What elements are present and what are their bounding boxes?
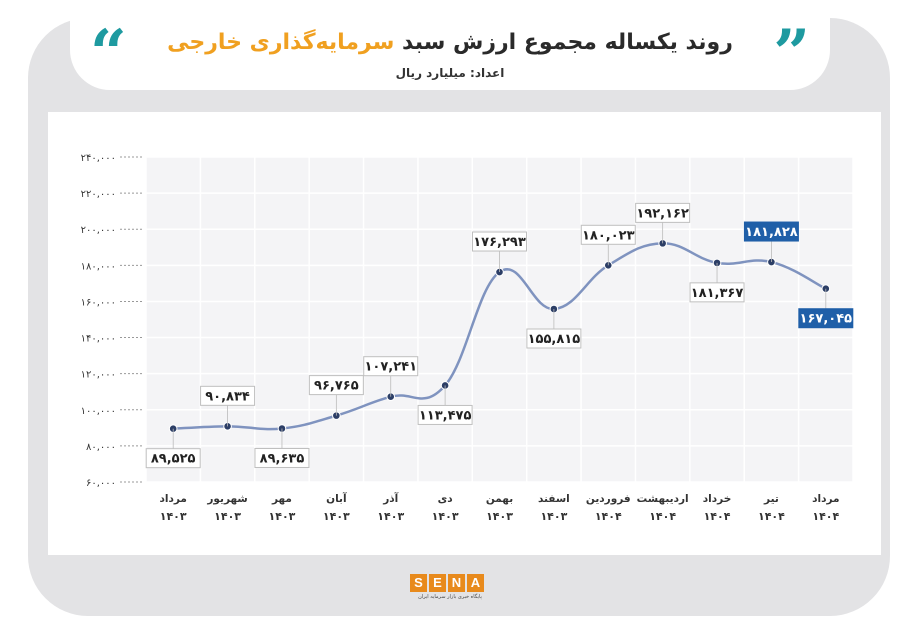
y-tick-label: ۱۸۰,۰۰۰ (81, 261, 116, 272)
x-tick-label-month: مرداد (159, 493, 186, 505)
data-label: ۹۰,۸۳۴ (205, 389, 250, 404)
page-title: روند یکساله مجموع ارزش سبد سرمایه‌گذاری … (70, 30, 830, 55)
x-tick-label-year: ۱۴۰۳ (377, 510, 404, 523)
data-label-box (798, 308, 854, 329)
x-tick-label-year: ۱۴۰۴ (704, 510, 731, 523)
x-tick-label-month: تیر (763, 493, 779, 505)
y-tick-label: ۸۰,۰۰۰ (86, 442, 116, 453)
y-tick-label: ۱۲۰,۰۰۰ (81, 370, 116, 381)
x-tick-label-year: ۱۴۰۳ (540, 510, 567, 523)
data-label: ۸۹,۵۲۵ (151, 452, 196, 467)
data-label-box (580, 224, 636, 245)
data-label: ۱۸۱,۳۶۷ (691, 286, 744, 301)
x-tick-label-year: ۱۴۰۳ (432, 510, 459, 523)
y-tick-label: ۱۴۰,۰۰۰ (81, 334, 116, 345)
x-tick-label-year: ۱۴۰۳ (486, 510, 513, 523)
logo-mark: S E N A (410, 574, 490, 592)
data-label: ۱۰۷,۲۴۱ (364, 360, 417, 375)
x-tick-label-month: دی (438, 493, 454, 505)
x-tick-label-year: ۱۴۰۳ (269, 510, 296, 523)
x-tick-label-year: ۱۴۰۴ (812, 510, 839, 523)
data-label: ۱۶۷,۰۴۵ (800, 312, 853, 327)
y-tick-label: ۶۰,۰۰۰ (86, 478, 116, 489)
data-label-box (308, 375, 364, 396)
plot-background (146, 157, 853, 482)
data-label-box (417, 404, 473, 425)
x-tick-label-year: ۱۴۰۴ (649, 510, 676, 523)
x-tick-label-month: بهمن (486, 493, 513, 505)
y-tick-label: ۱۰۰,۰۰۰ (81, 406, 116, 417)
x-tick-label-month: آبان (326, 492, 347, 505)
x-tick-label-month: فروردین (586, 493, 631, 505)
data-label-box (689, 282, 745, 303)
data-label-box (200, 385, 256, 406)
logo-letter: A (467, 574, 484, 592)
x-tick-label-year: ۱۴۰۴ (595, 510, 622, 523)
data-label: ۹۶,۷۶۵ (314, 379, 359, 394)
x-tick-label-month: مهر (271, 493, 292, 505)
data-label: ۱۸۰,۰۲۳ (582, 228, 635, 243)
logo-letter: E (429, 574, 446, 592)
x-tick-label-month: اردیبهشت (637, 493, 689, 505)
quote-right-icon: ” (773, 16, 810, 91)
data-label-box (526, 328, 582, 349)
title-main: روند یکساله مجموع ارزش سبد (402, 30, 733, 55)
x-tick-label-year: ۱۴۰۴ (758, 510, 785, 523)
data-label-box (635, 202, 691, 223)
header-card: “ ” روند یکساله مجموع ارزش سبد سرمایه‌گذ… (70, 8, 830, 90)
data-label-box (254, 447, 310, 468)
x-tick-label-year: ۱۴۰۳ (214, 510, 241, 523)
x-tick-label-month: شهریور (206, 493, 247, 505)
data-label-box (145, 448, 201, 469)
data-label: ۸۹,۶۳۵ (260, 451, 305, 466)
sena-logo: S E N A پایگاه خبری بازار سرمایه ایران (410, 574, 490, 610)
x-tick-label-year: ۱۴۰۳ (323, 510, 350, 523)
logo-tagline: پایگاه خبری بازار سرمایه ایران (418, 594, 482, 600)
data-label-box (363, 356, 419, 377)
unit-subtitle: اعداد: میلیارد ریال (395, 66, 505, 80)
line-chart: ۶۰,۰۰۰ ۸۰,۰۰۰ ۱۰۰,۰۰۰ ۱۲۰,۰۰۰ ۱۴۰,۰۰۰ ۱۶۰,۰۰۰… (81, 153, 854, 523)
logo-letter: N (448, 574, 465, 592)
data-label: ۱۹۲,۱۶۲ (636, 206, 689, 221)
chart-area: ۶۰,۰۰۰ ۸۰,۰۰۰ ۱۰۰,۰۰۰ ۱۲۰,۰۰۰ ۱۴۰,۰۰۰ ۱۶۰,۰۰۰… (48, 112, 881, 555)
data-label: ۱۱۳,۴۷۵ (419, 408, 472, 423)
y-tick-label: ۲۲۰,۰۰۰ (81, 189, 116, 200)
data-label: ۱۵۵,۸۱۵ (528, 332, 581, 347)
y-tick-label: ۲۴۰,۰۰۰ (81, 153, 116, 164)
logo-letter: S (410, 574, 427, 592)
x-tick-label-month: خرداد (703, 493, 731, 505)
data-label-box (743, 221, 799, 242)
data-label: ۱۸۱,۸۲۸ (745, 225, 798, 240)
y-tick-label: ۲۰۰,۰۰۰ (81, 225, 116, 236)
x-tick-label-month: اسفند (538, 493, 570, 505)
x-tick-label-month: آذر (382, 492, 398, 505)
x-tick-label-month: مرداد (812, 493, 839, 505)
title-accent: سرمایه‌گذاری خارجی (167, 30, 395, 55)
y-tick-label: ۱۶۰,۰۰۰ (81, 297, 116, 308)
data-label-box (472, 231, 527, 252)
x-tick-label-year: ۱۴۰۳ (160, 510, 187, 523)
quote-left-icon: “ (90, 16, 127, 91)
data-label: ۱۷۶,۲۹۳ (473, 235, 526, 250)
